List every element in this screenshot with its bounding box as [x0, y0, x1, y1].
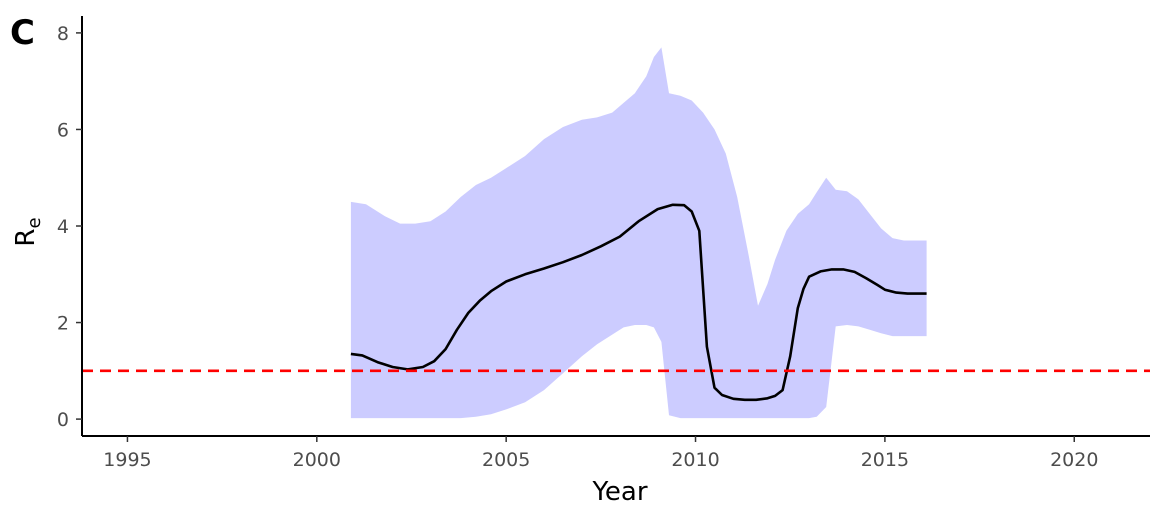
- y-axis-title: Re: [11, 217, 45, 246]
- confidence-band: [350, 47, 927, 419]
- y-axis-ticks: 0 2 4 6 8: [57, 23, 82, 431]
- x-tick-label: 2000: [293, 449, 341, 471]
- y-tick-label: 2: [57, 313, 69, 335]
- x-tick-label: 2020: [1050, 449, 1098, 471]
- y-tick-label: 0: [57, 409, 69, 431]
- confidence-band-layer: [350, 47, 927, 419]
- x-tick-label: 2010: [671, 449, 719, 471]
- x-tick-label: 1995: [103, 449, 151, 471]
- estimate-line-layer: [350, 203, 927, 402]
- x-axis-title: Year: [591, 477, 647, 507]
- y-axis-title-main: R: [11, 229, 41, 247]
- y-tick-label: 8: [57, 23, 69, 45]
- x-tick-label: 2005: [482, 449, 530, 471]
- y-tick-label: 6: [57, 119, 69, 141]
- panel-label: C: [10, 13, 35, 53]
- y-tick-label: 4: [57, 216, 69, 238]
- y-axis-title-subscript: e: [24, 217, 45, 228]
- x-axis-ticks: 1995 2000 2005 2010 2015 2020: [103, 436, 1098, 471]
- estimate-line: [350, 203, 927, 402]
- x-tick-label: 2015: [861, 449, 909, 471]
